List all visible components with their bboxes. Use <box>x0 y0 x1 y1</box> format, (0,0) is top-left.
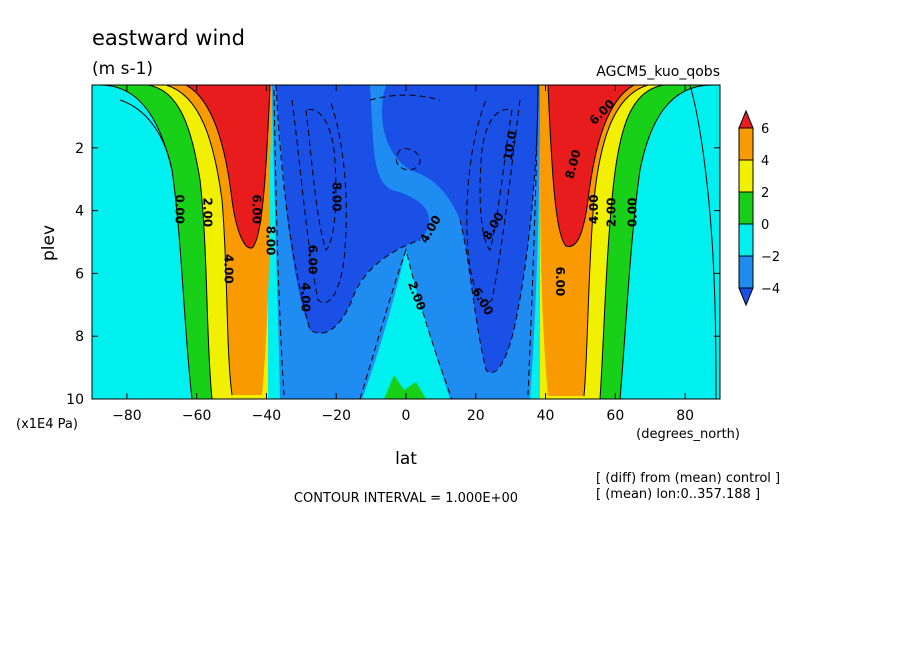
contour-line-neg6-north <box>466 99 521 303</box>
colorbar-band-1 <box>738 127 754 161</box>
colorbar-band-3 <box>738 191 754 225</box>
contour-line-neg4-north <box>459 84 539 373</box>
contour-label-12: 10.0 <box>501 130 520 162</box>
contour-line-0-north <box>619 84 713 400</box>
band-darkblue-north <box>381 85 538 373</box>
y-units-label: (x1E4 Pa) <box>16 417 78 432</box>
contour-line-top-equator <box>369 94 441 101</box>
x-axis: −80 −60 −40 −20 0 20 40 60 80 <box>112 85 694 424</box>
y-tick-label-0: 2 <box>75 141 84 157</box>
contour-label-0: 0.00 <box>173 194 187 224</box>
y-tick-label-1: 4 <box>75 204 84 220</box>
contour-line-neg4-south <box>275 84 421 334</box>
experiment-label: AGCM5_kuo_qobs <box>596 64 720 80</box>
band-red-south <box>186 85 270 249</box>
contour-line-neg2-south <box>273 89 285 396</box>
colorbar-label-3: 0 <box>761 218 769 233</box>
contour-label-7: 4.00 <box>298 282 312 312</box>
contour-line-neg6-south <box>291 99 347 303</box>
filled-contours <box>100 85 712 399</box>
x-tick-label-7: 60 <box>606 408 624 424</box>
chart-units: (m s-1) <box>92 59 153 79</box>
contour-labels: 0.00 2.004.006.008.006.008.004.004.002.00… <box>173 97 640 318</box>
contour-line-2-south <box>147 84 213 400</box>
contour-label-4: 8.00 <box>263 226 277 256</box>
contour-line-4-north <box>583 84 649 397</box>
contour-label-6: 8.00 <box>330 182 344 212</box>
contour-line-thin-north <box>689 84 717 400</box>
contour-line-4-south <box>165 84 233 396</box>
contour-label-1: 2.00 <box>201 198 215 228</box>
colorbar-band-5 <box>738 255 754 289</box>
x-axis-label: lat <box>395 449 417 469</box>
contour-line-neg8-north <box>479 108 513 251</box>
colorbar-band-6 <box>738 287 754 307</box>
y-tick-label-3: 8 <box>75 329 84 345</box>
x-tick-label-3: −20 <box>321 408 351 424</box>
colorbar-label-0: 6 <box>761 122 769 137</box>
contour-label-2: 4.00 <box>222 254 236 284</box>
contour-label-18: 0.00 <box>625 198 639 228</box>
band-red-north <box>548 85 634 247</box>
x-tick-label-1: −60 <box>182 408 212 424</box>
contour-line-6-north <box>547 84 635 247</box>
colorbar-band-0 <box>738 109 754 129</box>
contour-label-16: 4.00 <box>587 194 601 224</box>
y-axis-label: plev <box>39 225 59 261</box>
contour-interval: CONTOUR INTERVAL = 1.000E+00 <box>294 491 518 506</box>
colorbar-band-4 <box>738 223 754 257</box>
colorbar: 6 4 2 0 −2 −4 <box>738 109 780 307</box>
colorbar-band-2 <box>738 159 754 193</box>
x-tick-label-5: 20 <box>467 408 485 424</box>
y-tick-label-4: 10 <box>66 392 84 408</box>
chart-title: eastward wind <box>92 26 245 50</box>
contour-line-thin-south <box>119 99 173 171</box>
contour-label-3: 6.00 <box>249 194 263 224</box>
contour-line-neg2-equator <box>359 248 453 400</box>
x-tick-label-6: 40 <box>537 408 555 424</box>
y-tick-label-2: 6 <box>75 266 84 282</box>
contour-line-neg4-equator <box>395 148 421 171</box>
contour-lines <box>99 84 717 400</box>
note-mean: [ (mean) lon:0..357.188 ] <box>596 487 760 502</box>
y-axis: 2 4 6 8 10 <box>66 141 720 408</box>
contour-label-5: 6.00 <box>305 245 319 275</box>
x-units-label: (degrees_north) <box>636 427 740 442</box>
colorbar-label-1: 4 <box>761 154 769 169</box>
contour-line-2-north <box>599 84 665 400</box>
x-tick-label-8: 80 <box>676 408 694 424</box>
note-diff: [ (diff) from (mean) control ] <box>596 471 780 486</box>
band-green-equator <box>384 375 426 399</box>
contour-line-neg8-south <box>305 108 337 251</box>
contour-line-0-south <box>99 84 193 400</box>
x-tick-label-0: −80 <box>112 408 142 424</box>
band-cyan-equator <box>362 250 450 399</box>
colorbar-label-5: −4 <box>761 282 780 297</box>
plot-area: 0.00 2.004.006.008.006.008.004.004.002.00… <box>91 84 721 400</box>
contour-line-6-south <box>185 84 271 249</box>
x-tick-label-4: 0 <box>402 408 411 424</box>
band-darkblue-south <box>276 85 430 334</box>
x-tick-label-2: −40 <box>252 408 282 424</box>
contour-line-neg2-north <box>527 89 539 396</box>
contour-label-17: 2.00 <box>604 198 618 228</box>
colorbar-label-4: −2 <box>761 250 780 265</box>
contour-label-13: 6.00 <box>553 267 567 297</box>
colorbar-label-2: 2 <box>761 186 769 201</box>
